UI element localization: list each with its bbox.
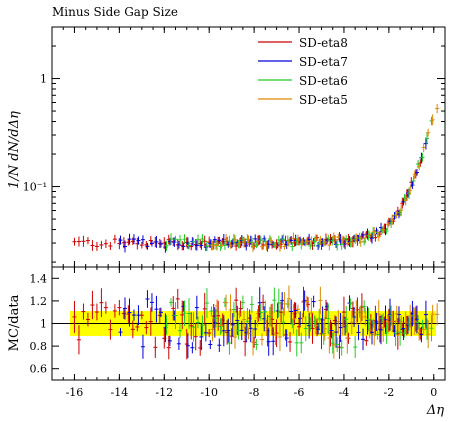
x-tick-label: -14 bbox=[111, 386, 129, 399]
legend-label: SD-eta5 bbox=[299, 93, 348, 107]
x-tick-label: -4 bbox=[339, 386, 350, 399]
ratio-panel-ylabel: MC/data bbox=[7, 294, 22, 351]
ratio-tick-label: 0.8 bbox=[30, 340, 48, 353]
legend-label: SD-eta8 bbox=[299, 36, 348, 50]
x-tick-label: -10 bbox=[200, 386, 218, 399]
legend-label: SD-eta6 bbox=[299, 74, 348, 88]
top-panel-points bbox=[72, 103, 440, 253]
top-panel-ylabel: 1/N dN/dΔη bbox=[7, 111, 22, 189]
y-tick-label: 10⁻¹ bbox=[23, 181, 47, 194]
ratio-panel-points bbox=[72, 285, 440, 360]
x-tick-label: -8 bbox=[249, 386, 260, 399]
legend: SD-eta8 SD-eta7 SD-eta6 SD-eta5 bbox=[258, 36, 348, 107]
x-tick-label: -6 bbox=[294, 386, 305, 399]
ratio-tick-label: 1.4 bbox=[30, 272, 48, 285]
x-tick-label: -12 bbox=[155, 386, 173, 399]
ratio-tick-label: 1 bbox=[40, 318, 47, 331]
ratio-tick-label: 1.2 bbox=[30, 295, 48, 308]
ratio-tick-label: 0.6 bbox=[30, 363, 48, 376]
x-tick-label: -16 bbox=[66, 386, 84, 399]
chart-title: Minus Side Gap Size bbox=[52, 5, 178, 19]
x-axis-label: Δη bbox=[426, 403, 444, 418]
x-tick-label: -2 bbox=[383, 386, 394, 399]
axis-ticks: -16 -14 -12 -10 -8 -6 -4 -2 0 10⁻¹ 1 0.6 0.8 1 1.2 1.4 bbox=[23, 27, 446, 399]
x-tick-label: 0 bbox=[430, 386, 437, 399]
legend-label: SD-eta7 bbox=[299, 55, 348, 69]
y-tick-label: 1 bbox=[40, 73, 47, 86]
